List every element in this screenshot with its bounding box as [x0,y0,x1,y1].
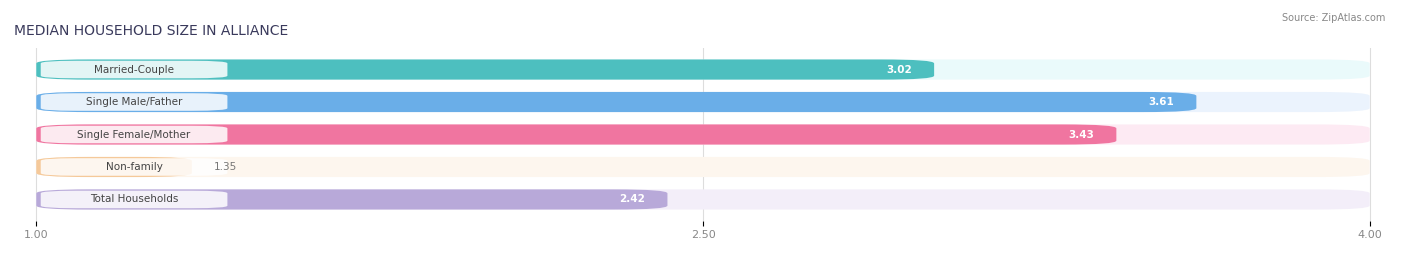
Text: Non-family: Non-family [105,162,163,172]
FancyBboxPatch shape [37,59,934,80]
FancyBboxPatch shape [37,59,1369,80]
FancyBboxPatch shape [41,191,228,208]
Text: 3.43: 3.43 [1069,129,1094,140]
Text: 1.35: 1.35 [214,162,238,172]
Text: Single Male/Father: Single Male/Father [86,97,183,107]
FancyBboxPatch shape [37,189,668,210]
FancyBboxPatch shape [41,158,228,176]
FancyBboxPatch shape [37,157,1369,177]
FancyBboxPatch shape [41,93,228,111]
FancyBboxPatch shape [37,125,1116,144]
Text: 2.42: 2.42 [619,194,645,204]
Text: 3.02: 3.02 [886,65,912,75]
FancyBboxPatch shape [37,92,1197,112]
FancyBboxPatch shape [37,157,191,177]
Text: Total Households: Total Households [90,194,179,204]
Text: Married-Couple: Married-Couple [94,65,174,75]
FancyBboxPatch shape [37,125,1369,144]
FancyBboxPatch shape [37,189,1369,210]
FancyBboxPatch shape [41,61,228,78]
Text: Source: ZipAtlas.com: Source: ZipAtlas.com [1281,13,1385,23]
FancyBboxPatch shape [37,92,1369,112]
Text: Single Female/Mother: Single Female/Mother [77,129,191,140]
Text: 3.61: 3.61 [1149,97,1174,107]
FancyBboxPatch shape [41,126,228,143]
Text: MEDIAN HOUSEHOLD SIZE IN ALLIANCE: MEDIAN HOUSEHOLD SIZE IN ALLIANCE [14,24,288,38]
